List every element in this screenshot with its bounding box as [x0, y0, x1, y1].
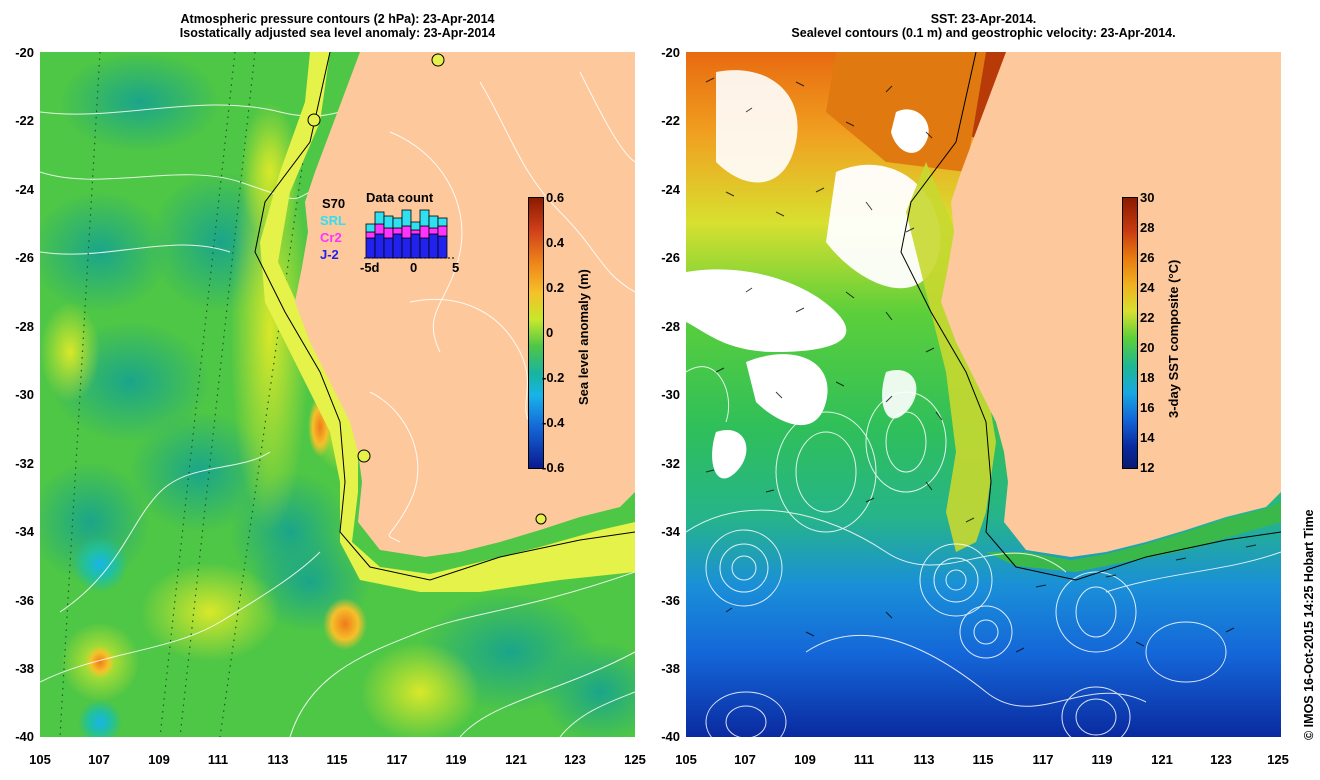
left-lon-tick: 109: [148, 752, 170, 767]
right-title-line1: SST: 23-Apr-2014.: [930, 12, 1037, 26]
right-lat-tick: -34: [661, 524, 680, 539]
data-count-inset: S70 SRL Cr2 J-2 Data count -5d 0 5: [316, 190, 466, 280]
data-count-bars: [364, 209, 456, 259]
left-title-line1: Atmospheric pressure contours (2 hPa): 2…: [180, 12, 495, 26]
sst-tick-16: 16: [1140, 400, 1155, 415]
right-lon-tick: 111: [853, 752, 875, 767]
left-lat-tick: -24: [15, 182, 34, 197]
sst-tick-18: 18: [1140, 370, 1155, 385]
right-lat-tick: -38: [661, 661, 680, 676]
right-lat-tick: -40: [661, 729, 680, 744]
sst-colorbar: [1122, 197, 1138, 469]
left-lon-tick: 113: [267, 752, 289, 767]
right-lat-tick: -24: [661, 182, 680, 197]
left-lat-tick: -30: [15, 387, 34, 402]
sea-level-anomaly-map: [40, 52, 635, 737]
data-count-xtick-neg5: -5d: [360, 260, 380, 275]
right-lon-tick: 119: [1091, 752, 1113, 767]
sst-tick-20: 20: [1140, 340, 1155, 355]
right-lon-tick: 105: [675, 752, 697, 767]
left-lon-tick: 107: [88, 752, 110, 767]
right-lat-tick: -28: [661, 319, 680, 334]
sla-tick-neg0.6: -0.6: [542, 460, 565, 475]
left-lon-tick: 119: [445, 752, 467, 767]
left-title-line2: Isostatically adjusted sea level anomaly…: [179, 26, 496, 40]
left-lon-tick: 123: [564, 752, 586, 767]
right-title-line2: Sealevel contours (0.1 m) and geostrophi…: [791, 26, 1176, 40]
left-lat-tick: -32: [15, 456, 34, 471]
right-lon-tick: 107: [734, 752, 756, 767]
sea-level-colorbar: [528, 197, 544, 469]
sla-tick-0.2: 0.2: [546, 280, 565, 295]
right-lat-tick: -30: [661, 387, 680, 402]
right-lat-tick: -20: [661, 45, 680, 60]
sla-tick-neg0.2: -0.2: [542, 370, 565, 385]
right-lon-tick: 117: [1032, 752, 1054, 767]
left-lon-tick: 115: [326, 752, 348, 767]
left-lon-tick: 117: [386, 752, 408, 767]
sla-tick-0.6: 0.6: [546, 190, 565, 205]
right-lat-tick: -32: [661, 456, 680, 471]
left-lat-tick: -38: [15, 661, 34, 676]
left-lon-tick: 105: [29, 752, 51, 767]
sst-tick-22: 22: [1140, 310, 1155, 325]
left-lat-tick: -40: [15, 729, 34, 744]
right-lat-tick: -36: [661, 593, 680, 608]
left-lat-tick: -28: [15, 319, 34, 334]
right-lon-tick: 115: [972, 752, 994, 767]
sst-tick-12: 12: [1140, 460, 1155, 475]
satellite-label-cr2: Cr2: [320, 230, 342, 245]
left-lat-tick: -22: [15, 113, 34, 128]
left-lat-tick: -20: [15, 45, 34, 60]
right-lon-tick: 121: [1151, 752, 1173, 767]
satellite-label-j2: J-2: [320, 247, 339, 262]
right-lon-tick: 113: [913, 752, 935, 767]
satellite-label-srl: SRL: [320, 213, 346, 228]
data-count-xtick-5: 5: [452, 260, 460, 275]
left-lat-tick: -26: [15, 250, 34, 265]
sst-tick-30: 30: [1140, 190, 1155, 205]
right-lon-tick: 123: [1210, 752, 1232, 767]
data-count-title: Data count: [366, 190, 434, 205]
sst-tick-26: 26: [1140, 250, 1155, 265]
sst-tick-14: 14: [1140, 430, 1155, 445]
right-title: SST: 23-Apr-2014. Sealevel contours (0.1…: [686, 12, 1281, 40]
right-lat-tick: -22: [661, 113, 680, 128]
left-lat-tick: -36: [15, 593, 34, 608]
right-lat-tick: -26: [661, 250, 680, 265]
left-lon-tick: 121: [505, 752, 527, 767]
sst-map: [686, 52, 1281, 737]
data-count-xtick-0: 0: [410, 260, 418, 275]
imos-credit: © IMOS 16-Oct-2015 14:25 Hobart Time: [1302, 509, 1316, 740]
sst-tick-28: 28: [1140, 220, 1155, 235]
right-lon-tick: 125: [1267, 752, 1289, 767]
sla-tick-0: 0: [546, 325, 554, 340]
left-lon-tick: 125: [624, 752, 646, 767]
sla-tick-0.4: 0.4: [546, 235, 565, 250]
left-lon-tick: 111: [207, 752, 229, 767]
left-lat-tick: -34: [15, 524, 34, 539]
left-title: Atmospheric pressure contours (2 hPa): 2…: [40, 12, 635, 40]
sla-tick-neg0.4: -0.4: [542, 415, 565, 430]
right-lon-tick: 109: [794, 752, 816, 767]
sla-colorbar-label: Sea level anomaly (m): [576, 269, 591, 405]
sst-colorbar-label: 3-day SST composite (°C): [1166, 259, 1181, 418]
satellite-label-s70: S70: [322, 196, 346, 211]
sst-tick-24: 24: [1140, 280, 1155, 295]
